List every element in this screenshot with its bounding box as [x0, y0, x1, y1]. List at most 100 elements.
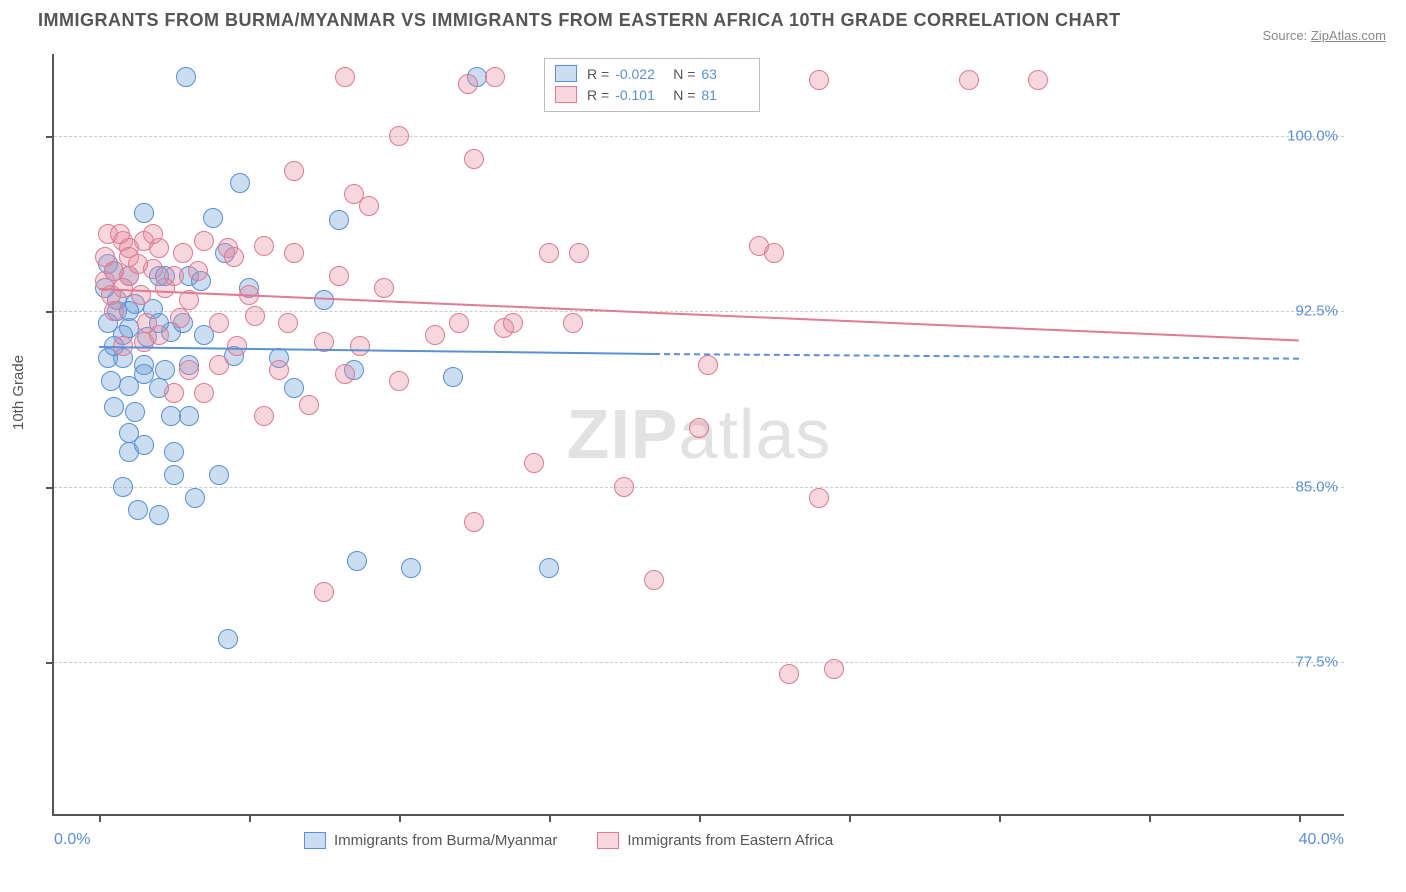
data-point-burma [161, 406, 181, 426]
data-point-eastafrica [188, 261, 208, 281]
data-point-eastafrica [524, 453, 544, 473]
data-point-eastafrica [209, 355, 229, 375]
data-point-eastafrica [155, 278, 175, 298]
series-name-eastafrica: Immigrants from Eastern Africa [627, 832, 833, 849]
data-point-eastafrica [563, 313, 583, 333]
x-tick [549, 814, 551, 822]
series-legend: Immigrants from Burma/Myanmar Immigrants… [304, 832, 833, 849]
chart-title: IMMIGRANTS FROM BURMA/MYANMAR VS IMMIGRA… [38, 10, 1121, 31]
data-point-eastafrica [824, 659, 844, 679]
data-point-burma [539, 558, 559, 578]
data-point-eastafrica [194, 231, 214, 251]
r-label: R = [587, 66, 609, 82]
data-point-eastafrica [959, 70, 979, 90]
data-point-eastafrica [335, 364, 355, 384]
source-prefix: Source: [1262, 28, 1310, 43]
data-point-burma [209, 465, 229, 485]
y-axis-label: 10th Grade [10, 355, 27, 430]
data-point-eastafrica [539, 243, 559, 263]
trendline [99, 346, 654, 355]
data-point-eastafrica [764, 243, 784, 263]
data-point-burma [101, 371, 121, 391]
data-point-burma [113, 477, 133, 497]
data-point-eastafrica [458, 74, 478, 94]
data-point-eastafrica [485, 67, 505, 87]
data-point-eastafrica [350, 336, 370, 356]
data-point-eastafrica [359, 196, 379, 216]
data-point-eastafrica [779, 664, 799, 684]
source-link[interactable]: ZipAtlas.com [1311, 28, 1386, 43]
data-point-eastafrica [245, 306, 265, 326]
y-tick-label: 92.5% [1295, 303, 1338, 320]
data-point-eastafrica [164, 383, 184, 403]
data-point-burma [134, 203, 154, 223]
x-tick [1299, 814, 1301, 822]
y-tick [46, 136, 54, 138]
data-point-burma [230, 173, 250, 193]
x-tick [399, 814, 401, 822]
data-point-burma [164, 465, 184, 485]
data-point-burma [128, 500, 148, 520]
data-point-burma [176, 67, 196, 87]
data-point-eastafrica [449, 313, 469, 333]
data-point-eastafrica [149, 325, 169, 345]
r-value-burma: -0.022 [615, 66, 663, 82]
data-point-burma [104, 397, 124, 417]
data-point-burma [284, 378, 304, 398]
x-tick [999, 814, 1001, 822]
data-point-burma [125, 402, 145, 422]
data-point-eastafrica [110, 224, 130, 244]
data-point-eastafrica [569, 243, 589, 263]
data-point-eastafrica [809, 488, 829, 508]
source-attribution: Source: ZipAtlas.com [1262, 28, 1386, 43]
data-point-burma [218, 629, 238, 649]
x-tick [1149, 814, 1151, 822]
gridline [54, 136, 1344, 137]
legend-row-eastafrica: R = -0.101 N = 81 [555, 84, 749, 105]
x-tick [99, 814, 101, 822]
data-point-eastafrica [464, 512, 484, 532]
y-tick [46, 487, 54, 489]
y-tick [46, 311, 54, 313]
r-value-eastafrica: -0.101 [615, 87, 663, 103]
data-point-eastafrica [503, 313, 523, 333]
y-tick-label: 85.0% [1295, 478, 1338, 495]
data-point-burma [443, 367, 463, 387]
data-point-eastafrica [254, 236, 274, 256]
data-point-burma [185, 488, 205, 508]
data-point-eastafrica [209, 313, 229, 333]
data-point-eastafrica [284, 161, 304, 181]
swatch-eastafrica [555, 86, 577, 103]
data-point-eastafrica [335, 67, 355, 87]
swatch-burma [304, 832, 326, 849]
data-point-eastafrica [425, 325, 445, 345]
data-point-eastafrica [464, 149, 484, 169]
data-point-burma [203, 208, 223, 228]
x-tick [249, 814, 251, 822]
data-point-eastafrica [329, 266, 349, 286]
data-point-eastafrica [128, 254, 148, 274]
data-point-eastafrica [389, 126, 409, 146]
data-point-eastafrica [698, 355, 718, 375]
data-point-burma [347, 551, 367, 571]
data-point-eastafrica [374, 278, 394, 298]
trendline [654, 353, 1299, 360]
data-point-eastafrica [314, 582, 334, 602]
n-label: N = [673, 87, 695, 103]
y-tick-label: 100.0% [1287, 127, 1338, 144]
data-point-burma [155, 360, 175, 380]
swatch-eastafrica [597, 832, 619, 849]
x-tick [699, 814, 701, 822]
n-label: N = [673, 66, 695, 82]
data-point-eastafrica [644, 570, 664, 590]
data-point-eastafrica [170, 308, 190, 328]
data-point-burma [149, 505, 169, 525]
data-point-eastafrica [284, 243, 304, 263]
data-point-eastafrica [227, 336, 247, 356]
n-value-burma: 63 [701, 66, 749, 82]
gridline [54, 487, 1344, 488]
data-point-eastafrica [143, 224, 163, 244]
r-label: R = [587, 87, 609, 103]
data-point-eastafrica [1028, 70, 1048, 90]
data-point-eastafrica [254, 406, 274, 426]
